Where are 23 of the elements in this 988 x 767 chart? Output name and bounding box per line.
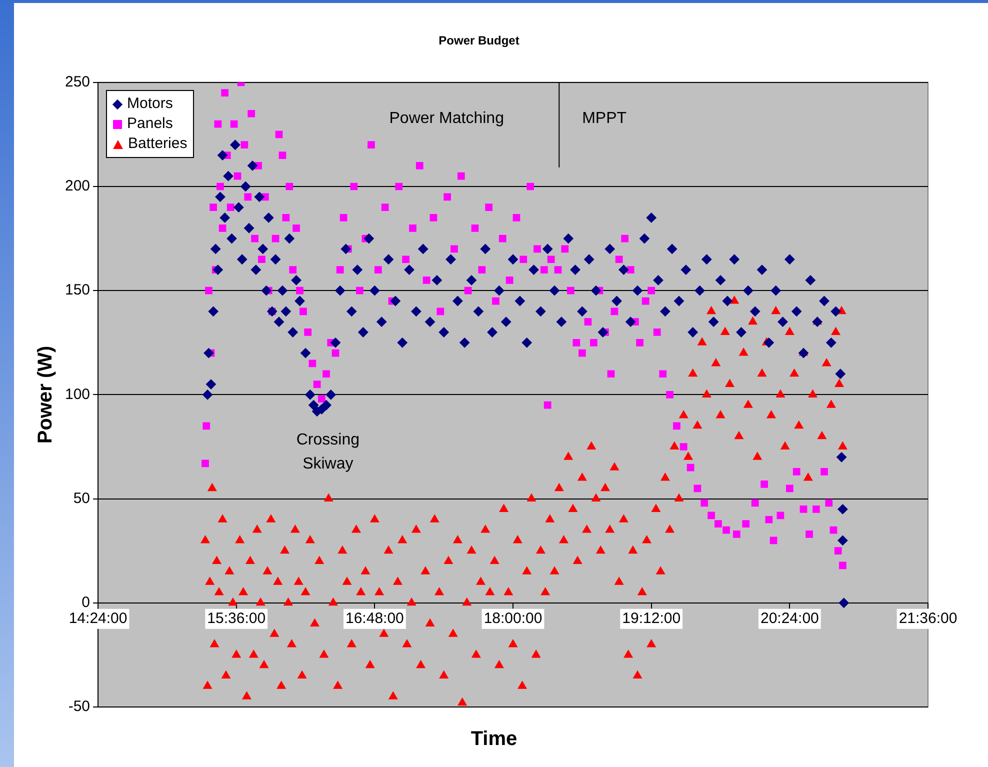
y-axis-title: Power (W) [34,346,57,444]
x-tick-label: 16:48:00 [345,610,404,628]
legend-label: Motors [127,94,173,114]
annotation: Power Matching [389,110,504,128]
x-tick-label: 15:36:00 [207,610,266,628]
x-axis-title: Time [470,728,518,751]
y-tick-label: 150 [64,282,90,299]
x-tick-label: 19:12:00 [622,610,681,628]
x-tick-label: 20:24:00 [760,610,819,628]
legend-label: Panels [127,114,173,134]
y-tick-label: 50 [73,490,90,507]
y-tick-label: 250 [64,74,90,91]
legend-label: Batteries [128,134,188,154]
x-tick-label: 21:36:00 [898,610,958,628]
y-tick-label: -50 [68,698,90,716]
x-tick-label: 14:24:00 [68,610,128,628]
y-tick-label: 200 [64,178,90,195]
annotation: MPPT [582,110,627,128]
annotation: Crossing Skiway [296,432,360,473]
y-tick-label: 0 [82,594,90,612]
chart-title: Power Budget [438,34,520,48]
x-tick-label: 18:00:00 [484,610,542,628]
y-tick-label: 100 [64,386,90,403]
